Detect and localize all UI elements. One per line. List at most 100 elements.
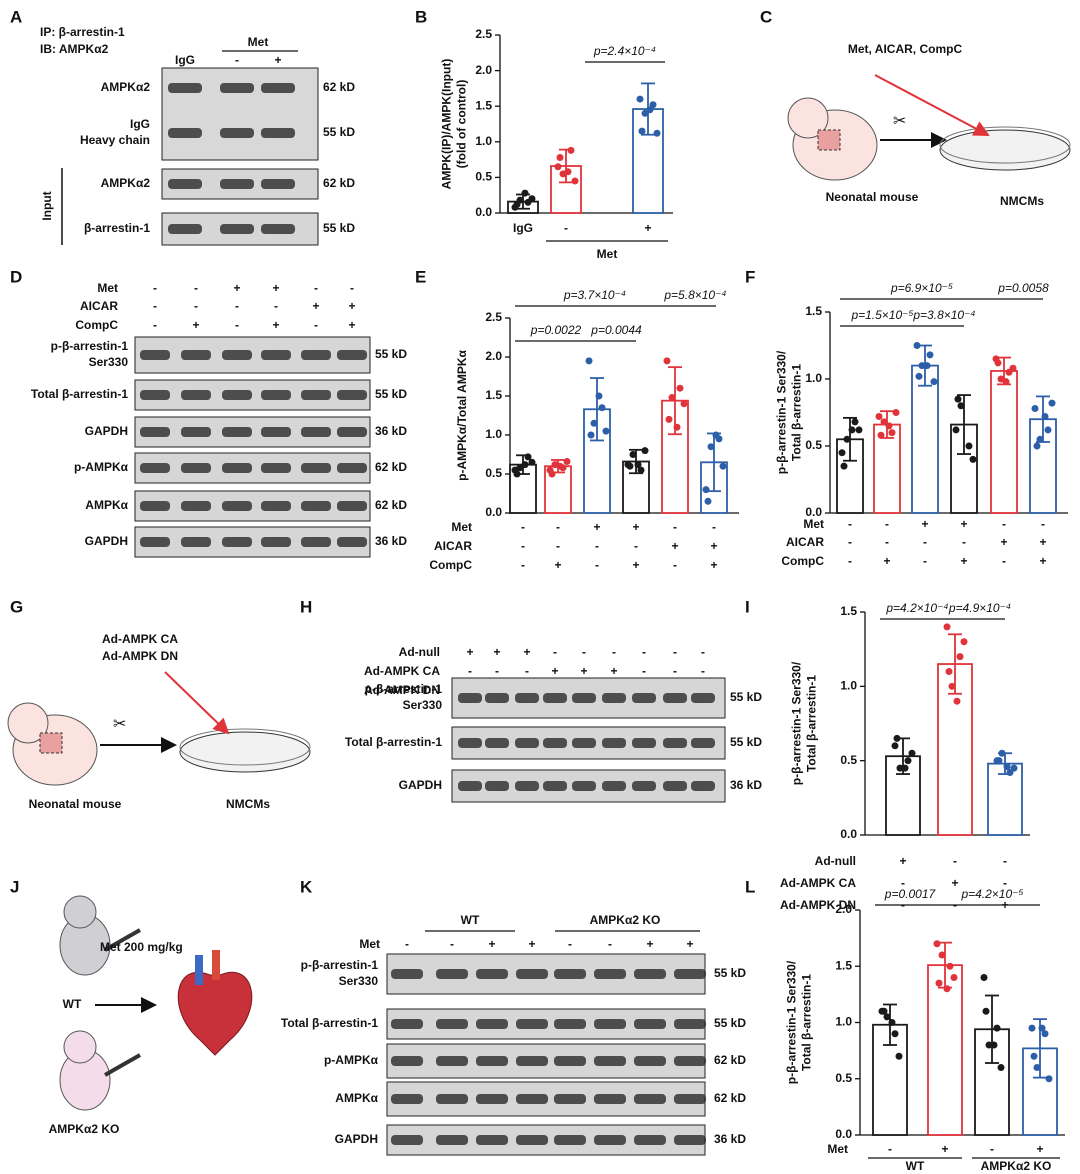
data-point — [528, 458, 536, 466]
y-tick-label: 0.5 — [805, 438, 822, 452]
band — [543, 693, 567, 703]
data-point — [521, 189, 529, 197]
condition-sign: - — [962, 535, 966, 549]
band — [301, 501, 331, 511]
data-point — [848, 426, 856, 434]
data-point — [938, 951, 946, 959]
data-point — [896, 764, 904, 772]
condition-sign: - — [1002, 554, 1006, 568]
data-point — [892, 409, 900, 416]
condition-sign: - — [923, 554, 927, 568]
svg-text:✂: ✂ — [893, 113, 906, 130]
band — [168, 128, 202, 138]
band — [222, 350, 252, 360]
band — [168, 179, 202, 189]
y-tick-label: 0.0 — [485, 505, 502, 519]
band — [301, 350, 331, 360]
condition-sign: - — [568, 937, 572, 951]
blot-label: p-β-arrestin-1 — [301, 958, 379, 972]
band — [261, 463, 291, 473]
panel-label: A — [10, 7, 22, 26]
panel-label: L — [745, 877, 755, 896]
data-point — [985, 1041, 993, 1049]
data-point — [637, 466, 645, 474]
blot-size: 55 kD — [714, 966, 746, 980]
data-point — [567, 146, 575, 154]
data-point — [880, 418, 888, 426]
data-point — [524, 453, 532, 461]
condition-sign: + — [1036, 1142, 1043, 1156]
condition-sign: - — [1003, 876, 1007, 890]
band — [594, 1019, 626, 1029]
band — [458, 781, 482, 791]
y-tick-label: 0.5 — [840, 753, 857, 767]
condition-sign: + — [272, 281, 279, 295]
condition-sign: - — [556, 520, 560, 534]
band — [261, 179, 295, 189]
y-tick-label: 0.0 — [475, 205, 492, 219]
data-point — [676, 384, 684, 392]
condition-sign: - — [885, 535, 889, 549]
data-point — [891, 742, 899, 750]
y-tick-label: 1.0 — [485, 427, 502, 441]
svg-text:✂: ✂ — [113, 716, 126, 733]
condition-sign: + — [493, 645, 500, 659]
data-point — [634, 461, 642, 469]
band — [516, 969, 548, 979]
label: Met 200 mg/kg — [100, 940, 183, 954]
band — [140, 537, 170, 547]
y-tick-label: 1.5 — [805, 304, 822, 318]
label: Neonatal mouse — [29, 797, 122, 811]
band — [691, 781, 715, 791]
data-point — [626, 462, 634, 470]
condition-sign: - — [314, 318, 318, 332]
band — [261, 350, 291, 360]
band — [391, 1135, 423, 1145]
data-point — [513, 470, 521, 478]
condition-sign: + — [551, 664, 558, 678]
condition-sign: - — [194, 281, 198, 295]
data-point — [1036, 435, 1044, 443]
y-axis-label: p-AMPKα/Total AMPKα — [455, 350, 469, 481]
condition-sign: - — [848, 517, 852, 531]
data-point — [629, 451, 637, 458]
y-tick-label: 1.5 — [840, 604, 857, 618]
band — [337, 350, 367, 360]
condition-sign: - — [235, 299, 239, 313]
data-point — [926, 351, 934, 359]
band — [140, 463, 170, 473]
data-point — [883, 1013, 891, 1021]
band — [632, 738, 656, 748]
label: WT — [63, 997, 82, 1011]
illustration-g: ✂ — [7, 671, 311, 786]
data-point — [1031, 404, 1039, 412]
blot-size: 55 kD — [323, 125, 355, 139]
band — [391, 1094, 423, 1104]
band — [674, 1019, 706, 1029]
blot-label: IgG — [130, 117, 150, 131]
data-point — [641, 109, 649, 117]
band — [476, 1094, 508, 1104]
condition-sign: - — [612, 645, 616, 659]
condition-sign: - — [595, 558, 599, 572]
label: IB: AMPKα2 — [40, 42, 109, 56]
blot-label: Total β-arrestin-1 — [281, 1016, 378, 1030]
y-tick-label: 0.5 — [485, 466, 502, 480]
band — [674, 969, 706, 979]
blot-label: β-arrestin-1 — [84, 221, 150, 235]
blot-size: 36 kD — [730, 778, 762, 792]
band — [554, 1056, 586, 1066]
data-point — [875, 413, 883, 421]
condition-name: Met — [803, 517, 824, 531]
condition-sign: - — [701, 664, 705, 678]
condition-sign: - — [153, 299, 157, 313]
blot-label: Ser330 — [339, 974, 379, 988]
band — [261, 390, 291, 400]
bar — [911, 364, 939, 514]
data-point — [653, 129, 661, 137]
condition-sign: - — [235, 318, 239, 332]
condition-sign: - — [153, 281, 157, 295]
y-axis-label: (fold of control) — [455, 80, 469, 169]
data-point — [965, 442, 973, 450]
